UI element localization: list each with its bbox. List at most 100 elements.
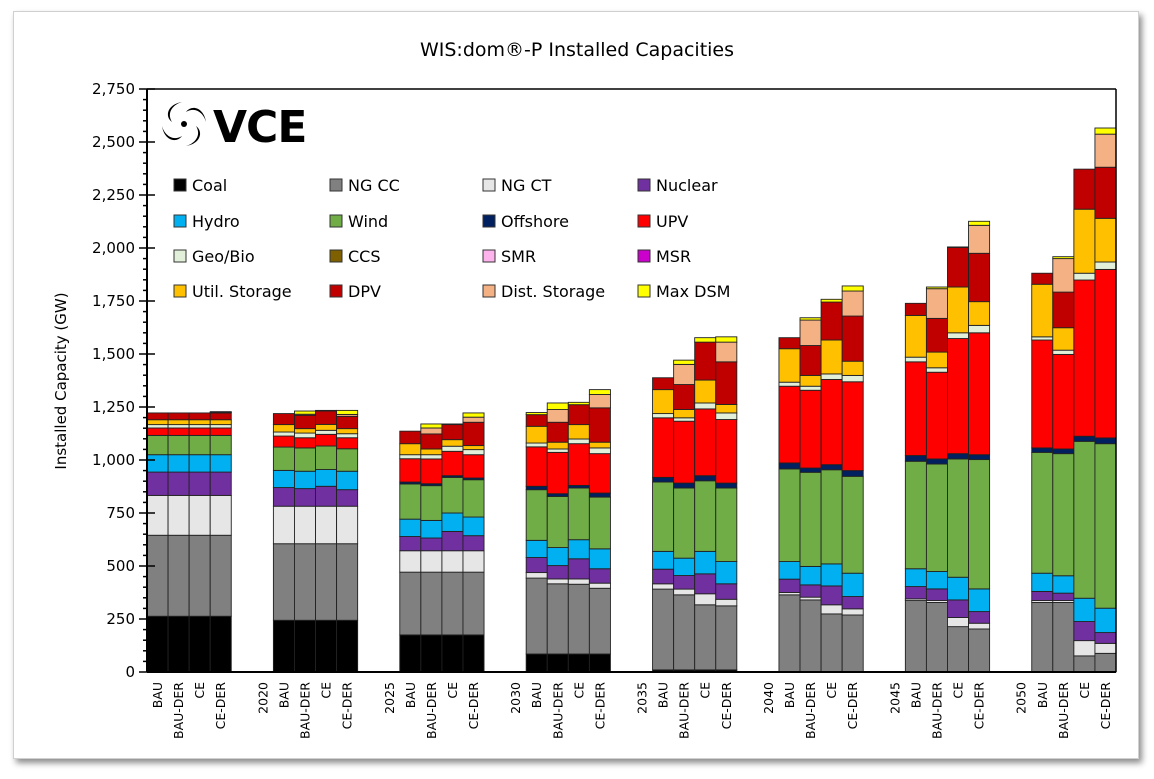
bar-segment-hydro <box>441 512 464 532</box>
bar-segment-util-storage <box>968 301 991 326</box>
legend-swatch <box>482 249 496 263</box>
bar-segment-hydro <box>546 547 569 567</box>
bar-segment-wind <box>1031 451 1054 574</box>
bar-segment-ng-cc <box>315 543 338 621</box>
bar-segment-nuclear <box>420 537 443 552</box>
legend-label: Geo/Bio <box>192 247 255 266</box>
bar-segment-wind <box>315 445 338 470</box>
bar-segment-upv <box>841 381 864 472</box>
bar-segment-hydro <box>1031 572 1054 592</box>
bar-segment-wind <box>462 479 485 518</box>
bar-segment-hydro <box>567 539 590 560</box>
bar-segment-dpv <box>399 430 422 445</box>
bar-segment-geo-bio <box>209 424 232 429</box>
x-tick-label: CE-DER <box>340 682 355 730</box>
bar-segment-ng-ct <box>525 572 548 579</box>
x-tick-label: BAU-DER <box>424 682 439 739</box>
bar-segment-dpv <box>294 414 316 430</box>
bar-segment-ng-ct <box>947 617 969 628</box>
x-tick-label: CE <box>1077 682 1092 699</box>
bar-segment-nuclear <box>441 530 464 552</box>
y-tick-label: 0 <box>125 663 135 681</box>
bar-segment-geo-bio <box>968 324 991 334</box>
bar-segment-ng-cc <box>652 588 675 671</box>
bar-segment-hydro <box>673 557 696 576</box>
bar-segment-coal <box>525 653 548 673</box>
bar-segment-upv <box>462 454 485 479</box>
bar-segment-ng-cc <box>694 604 717 671</box>
bar-segment-hydro <box>694 550 717 575</box>
bar-segment-util-storage <box>167 419 190 426</box>
bar-segment-util-storage <box>146 419 169 426</box>
bar-segment-max-dsm <box>315 409 338 412</box>
bar-segment-upv <box>1031 339 1054 449</box>
bar-segment-upv <box>188 427 211 436</box>
bar-segment-wind <box>820 469 843 565</box>
bar-segment-ng-ct <box>167 494 190 536</box>
bar-segment-ng-cc <box>146 534 169 617</box>
bar-segment-util-storage <box>841 360 864 376</box>
bar-segment-upv <box>546 451 569 495</box>
bar-segment-upv <box>694 408 717 477</box>
bar-segment-dpv <box>799 345 822 376</box>
bar-segment-dpv <box>652 377 675 391</box>
bar-segment-geo-bio <box>588 447 611 455</box>
bar-segment-offshore <box>1094 437 1117 445</box>
x-tick-label: BAU <box>529 682 544 708</box>
bar-segment-hydro <box>209 454 232 473</box>
legend-swatch <box>173 178 187 192</box>
bar-segment-coal <box>399 634 422 673</box>
bar-segment-ng-cc <box>525 577 548 655</box>
x-tick-label: 2040 <box>761 682 776 714</box>
bar-segment-hydro <box>462 516 485 537</box>
bar-segment-wind <box>1094 443 1117 609</box>
bar-segment-ng-cc <box>588 587 611 655</box>
legend-swatch <box>637 284 651 298</box>
bar-segment-ng-cc <box>546 583 569 655</box>
bar-segment-ng-ct <box>1094 642 1117 654</box>
bar-segment-hydro <box>1094 607 1117 634</box>
legend-label: Max DSM <box>656 282 730 301</box>
bar-segment-geo-bio <box>294 432 316 439</box>
bar-segment-dpv <box>209 412 232 421</box>
x-tick-label: CE <box>319 682 334 699</box>
bar-segment-util-storage <box>567 424 590 440</box>
bar-segment-dpv <box>146 412 169 421</box>
bar-segment-offshore <box>947 453 969 460</box>
x-tick-label: BAU <box>908 682 923 708</box>
bar-segment-ng-ct <box>272 505 295 545</box>
bar-segment-hydro <box>947 576 969 601</box>
bar-segment-ng-ct <box>294 505 316 545</box>
bar-segment-max-dsm <box>525 412 548 416</box>
bar-segment-hydro <box>778 561 801 580</box>
y-tick-label: 500 <box>106 557 135 575</box>
bar-segment-nuclear <box>778 578 801 593</box>
bar-segment-coal <box>209 615 232 673</box>
bar-segment-hydro <box>420 519 443 539</box>
legend-swatch <box>173 249 187 263</box>
bar-segment-hydro <box>925 571 948 590</box>
bar-segment-ng-ct <box>1073 640 1096 657</box>
bar-segment-max-dsm <box>925 286 948 290</box>
bar-segment-offshore <box>694 475 717 482</box>
bar-segment-ng-ct <box>441 550 464 573</box>
bar-segment-upv <box>778 385 801 464</box>
bar-segment-offshore <box>925 458 948 465</box>
bar-segment-nuclear <box>588 568 611 584</box>
bar-segment-ng-ct <box>715 598 738 607</box>
bar-segment-wind <box>420 485 443 521</box>
x-tick-label: CE <box>824 682 839 699</box>
y-tick-label: 750 <box>106 504 135 522</box>
bar-segment-coal <box>315 619 338 673</box>
legend-swatch <box>329 249 343 263</box>
bar-segment-nuclear <box>525 557 548 574</box>
legend-swatch <box>329 178 343 192</box>
bar-segment-geo-bio <box>1073 272 1096 281</box>
bar-segment-util-storage <box>820 339 843 375</box>
x-tick-label: 2050 <box>1014 682 1029 714</box>
bar-segment-ng-ct <box>546 578 569 585</box>
bar-segment-ng-ct <box>673 588 696 596</box>
bar-segment-util-storage <box>799 374 822 387</box>
bar-segment-coal <box>567 653 590 673</box>
bar-segment-coal <box>588 653 611 673</box>
